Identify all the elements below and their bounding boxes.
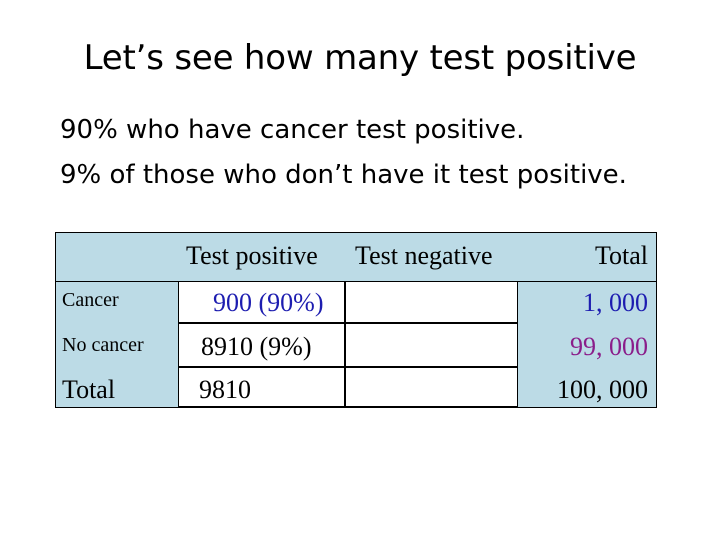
header-band [178,233,518,281]
row-label-total: Total [62,375,116,404]
total-column [518,233,656,407]
total-positive-value: 9810 [199,375,251,404]
bullet-list: 90% who have cancer test positive. 9% of… [60,108,627,198]
header-total: Total [594,241,648,270]
grand-total-value: 100, 000 [557,375,648,404]
cell-cancer-positive-box [178,281,345,323]
nocancer-positive-value: 8910 (9%) [201,332,312,361]
cell-total-positive-box [178,367,345,407]
cell-cancer-negative-box [345,281,518,323]
bullet-line-2: 9% of those who don’t have it test posit… [60,160,627,190]
header-test-negative: Test negative [355,241,493,270]
row-label-cancer: Cancer [62,289,119,311]
row-label-column [56,233,178,407]
nocancer-total-value: 99, 000 [570,332,648,361]
cancer-positive-value: 900 (90%) [213,288,324,317]
header-test-positive: Test positive [186,241,318,270]
bullet-line-1: 90% who have cancer test positive. [60,115,525,145]
cell-total-negative-box [345,367,518,407]
cell-nocancer-positive-box [178,323,345,367]
cell-nocancer-negative-box [345,323,518,367]
slide-title: Let’s see how many test positive [83,38,637,78]
row-label-no-cancer: No cancer [62,334,144,356]
cancer-total-value: 1, 000 [583,288,648,317]
results-table: Test positive Test negative Total Cancer… [55,232,657,408]
